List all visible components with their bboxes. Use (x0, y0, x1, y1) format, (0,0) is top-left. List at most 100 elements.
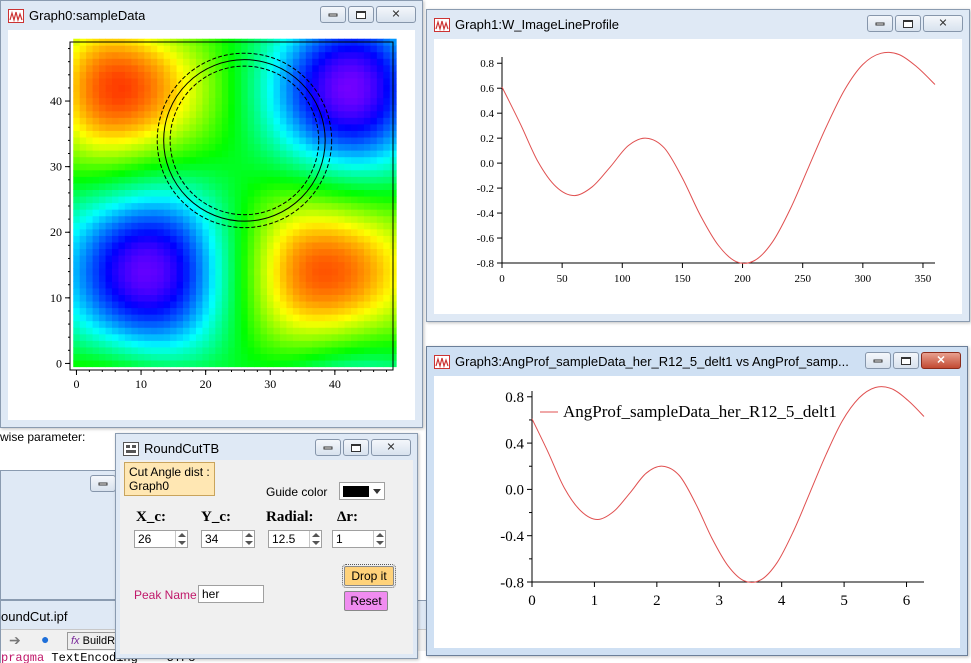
heatmap-cell (170, 353, 177, 361)
heatmap-cell (376, 183, 384, 190)
heatmap-cell (376, 150, 384, 158)
heatmap-cell (137, 274, 145, 282)
maximize-button[interactable] (893, 352, 919, 369)
maximize-button[interactable] (343, 439, 369, 456)
heatmap-cell (325, 307, 333, 315)
close-button[interactable]: ✕ (923, 15, 963, 32)
heatmap-cell (267, 228, 274, 236)
forward-arrow-icon[interactable]: ➔ (9, 632, 21, 648)
minimize-button[interactable] (865, 352, 891, 369)
heatmap-cell (221, 347, 229, 354)
heatmap-cell (144, 235, 152, 243)
heatmap-cell (208, 176, 216, 184)
heatmap-cell (195, 124, 203, 131)
heatmap-cell (267, 288, 274, 295)
heatmap-cell (105, 215, 113, 223)
heatmap-cell (124, 78, 132, 86)
heatmap-cell (215, 274, 223, 282)
close-button[interactable]: ✕ (371, 439, 411, 456)
bg-minimize-button[interactable] (90, 475, 116, 492)
heatmap-cell (208, 255, 216, 263)
heatmap-cell (254, 58, 261, 66)
heatmap-cell (338, 209, 345, 217)
graph3-titlebar[interactable]: Graph3:AngProf_sampleData_her_R12_5_delt… (427, 347, 967, 375)
maximize-button[interactable] (895, 15, 921, 32)
heatmap-cell (254, 71, 261, 79)
heatmap-cell (376, 169, 384, 177)
heatmap-cell (376, 202, 384, 210)
graph0-plot-area[interactable]: 0 10 20 30 40 0 10 20 30 40 (8, 30, 415, 420)
heatmap-cell (299, 71, 307, 79)
heatmap-cell (331, 143, 339, 151)
heatmap-cell (247, 327, 255, 335)
heatmap-cell (260, 45, 268, 53)
heatmap-cell (344, 110, 352, 118)
yc-input[interactable]: 34 (201, 530, 255, 548)
heatmap-cell (105, 242, 113, 250)
xc-input[interactable]: 26 (134, 530, 188, 548)
heatmap-cell (183, 71, 190, 79)
heatmap-cell (351, 274, 358, 282)
heatmap-cell (86, 235, 94, 243)
graph3-plot-area[interactable]: 0 1 2 3 4 5 6 -0.8 -0.4 0.0 0.4 0.8 AngProf_sampleDa… (434, 376, 960, 648)
heatmap-cell (79, 340, 87, 348)
heatmap-cell (215, 215, 223, 223)
heatmap-cell (202, 104, 210, 112)
heatmap-cell (370, 281, 378, 289)
heatmap-cell (318, 104, 326, 112)
heatmap-cell (208, 169, 216, 177)
graph1-plot-area[interactable]: 0 50 100 150 200 250 300 350 -0.8 -0.6 -0.4 -0.2 0.0… (434, 39, 962, 314)
build-button[interactable]: fx BuildR (67, 632, 120, 650)
pin-icon[interactable]: ● (41, 631, 50, 647)
heatmap-cell (299, 222, 307, 230)
close-button[interactable]: ✕ (376, 6, 416, 23)
drop-it-button[interactable]: Drop it (342, 564, 396, 588)
close-button[interactable]: ✕ (921, 352, 961, 369)
minimize-button[interactable] (320, 6, 346, 23)
guide-color-popup[interactable] (339, 482, 385, 500)
heatmap-cell (215, 327, 223, 335)
heatmap-cell (305, 71, 313, 79)
heatmap-cell (99, 235, 106, 243)
radial-stepper[interactable] (309, 531, 321, 547)
heatmap-cell (279, 307, 287, 315)
heatmap-cell (312, 150, 320, 158)
heatmap-cell (260, 347, 268, 354)
graph3-chart[interactable]: 0 1 2 3 4 5 6-0.8-0.40.00.40.8AngProf_sampleDa… (434, 376, 962, 650)
dr-stepper[interactable] (373, 531, 385, 547)
radial-input[interactable]: 12.5 (268, 530, 322, 548)
heatmap-cell (254, 143, 261, 151)
heatmap-cell (157, 360, 165, 368)
heatmap-cell (208, 45, 216, 53)
heatmap-cell (170, 104, 177, 112)
reset-button[interactable]: Reset (344, 591, 388, 611)
graph0-titlebar[interactable]: Graph0:sampleData ✕ (1, 1, 422, 29)
dr-input[interactable]: 1 (332, 530, 386, 548)
heatmap-cell (99, 294, 106, 302)
minimize-button[interactable] (867, 15, 893, 32)
heatmap-cell (260, 235, 268, 243)
heatmap-cell (189, 294, 197, 302)
heatmap-cell (79, 78, 87, 86)
heatmap-cell (176, 110, 184, 118)
heatmap-cell (299, 294, 307, 302)
graph1-titlebar[interactable]: Graph1:W_ImageLineProfile ✕ (427, 10, 969, 38)
heatmap-cell (383, 333, 391, 341)
panel-titlebar[interactable]: RoundCutTB ✕ (116, 434, 417, 462)
heatmap-cell (150, 189, 158, 197)
xc-stepper[interactable] (175, 531, 187, 547)
graph1-chart[interactable]: 0 50 100 150 200 250 300 350-0.8-0.6-0.4-0.20.0… (434, 39, 964, 316)
heatmap-cell (305, 189, 313, 197)
minimize-button[interactable] (315, 439, 341, 456)
peak-name-input[interactable]: her (198, 585, 264, 603)
heatmap-cell (163, 340, 171, 348)
maximize-button[interactable] (348, 6, 374, 23)
y-tick-label: 0.0 (505, 483, 524, 499)
heatmap-cell (351, 143, 358, 151)
heatmap-cell (305, 307, 313, 315)
heatmap-cell (247, 222, 255, 230)
heatmap-cell (215, 301, 223, 309)
yc-stepper[interactable] (242, 531, 254, 547)
heatmap-cell (137, 124, 145, 131)
